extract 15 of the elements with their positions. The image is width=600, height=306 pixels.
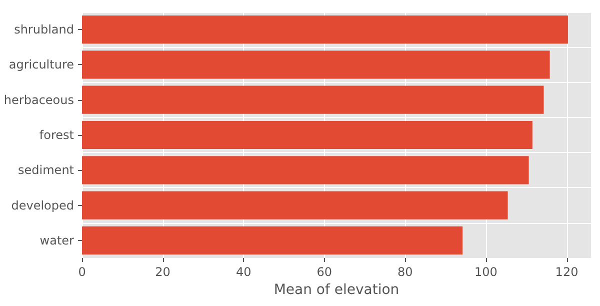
y-tick-label: forest — [39, 128, 74, 142]
y-tick-label: herbaceous — [4, 92, 74, 107]
x-tick-label: 120 — [555, 265, 578, 279]
x-tick-label: 60 — [316, 265, 332, 279]
x-tick-label: 80 — [398, 265, 413, 279]
y-tick-label: developed — [11, 198, 74, 212]
y-tick-label: water — [40, 233, 74, 248]
y-tick-label: agriculture — [8, 58, 74, 72]
x-tick-label: 100 — [474, 265, 498, 279]
y-tick-label: sediment — [18, 163, 74, 178]
x-tick-label: 20 — [155, 265, 170, 279]
x-tick-label: 40 — [236, 265, 252, 279]
x-tick-label: 0 — [78, 265, 86, 279]
x-axis-title: Mean of elevation — [274, 282, 400, 298]
y-tick-label: shrubland — [14, 22, 74, 37]
